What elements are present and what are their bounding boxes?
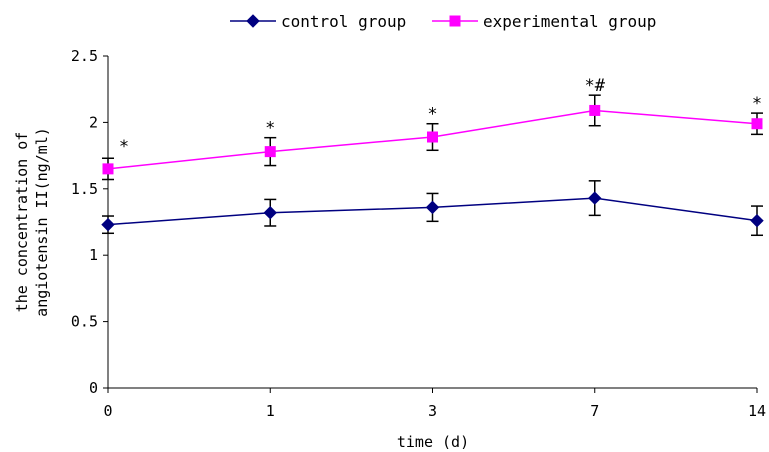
x-tick-label: 0 [103, 402, 112, 420]
series-layer: * * * *# * [101, 76, 764, 237]
y-tick-label: 0.5 [71, 313, 98, 331]
y-tick-label: 1 [89, 246, 98, 264]
legend-item-2: experimental group [432, 12, 656, 31]
significance-label: * [752, 94, 762, 114]
legend-marker [449, 15, 461, 27]
data-point [263, 205, 277, 220]
series-2: * * * *# * [102, 76, 763, 181]
data-point [751, 118, 763, 130]
legend-label: experimental group [483, 12, 656, 31]
x-tick-label: 14 [748, 402, 766, 420]
data-point [589, 104, 601, 116]
y-axis-title-line-2: angiotensin II(ng/ml) [33, 127, 51, 317]
legend-label: control group [281, 12, 406, 31]
data-point [427, 131, 438, 143]
y-axis-title: the concentration of angiotensin II(ng/m… [13, 127, 51, 317]
y-tick-label: 2 [89, 113, 98, 131]
y-tick-label: 1.5 [71, 180, 98, 198]
significance-label: *# [585, 76, 606, 96]
legend-item-1: control group [230, 12, 406, 31]
x-tick-label: 7 [590, 402, 599, 420]
significance-label: * [265, 119, 275, 139]
data-point [102, 163, 114, 175]
legend: control group experimental group [230, 12, 656, 31]
x-axis: 0 1 3 7 14 [103, 387, 766, 420]
significance-label: * [427, 105, 437, 125]
data-point [588, 191, 602, 205]
y-tick-label: 0 [89, 379, 98, 397]
x-tick-label: 3 [428, 402, 437, 420]
data-point [101, 217, 115, 232]
significance-label: * [119, 137, 129, 157]
y-axis-title-line-1: the concentration of [13, 132, 31, 313]
y-axis: 0 0.5 1 1.5 2 2.5 [71, 47, 109, 397]
data-point [750, 213, 764, 228]
legend-marker [246, 14, 260, 28]
data-point [264, 146, 276, 158]
series-1 [101, 180, 764, 237]
y-tick-label: 2.5 [71, 47, 98, 65]
x-axis-title: time (d) [397, 433, 469, 451]
data-point [425, 200, 440, 215]
x-tick-label: 1 [266, 402, 275, 420]
